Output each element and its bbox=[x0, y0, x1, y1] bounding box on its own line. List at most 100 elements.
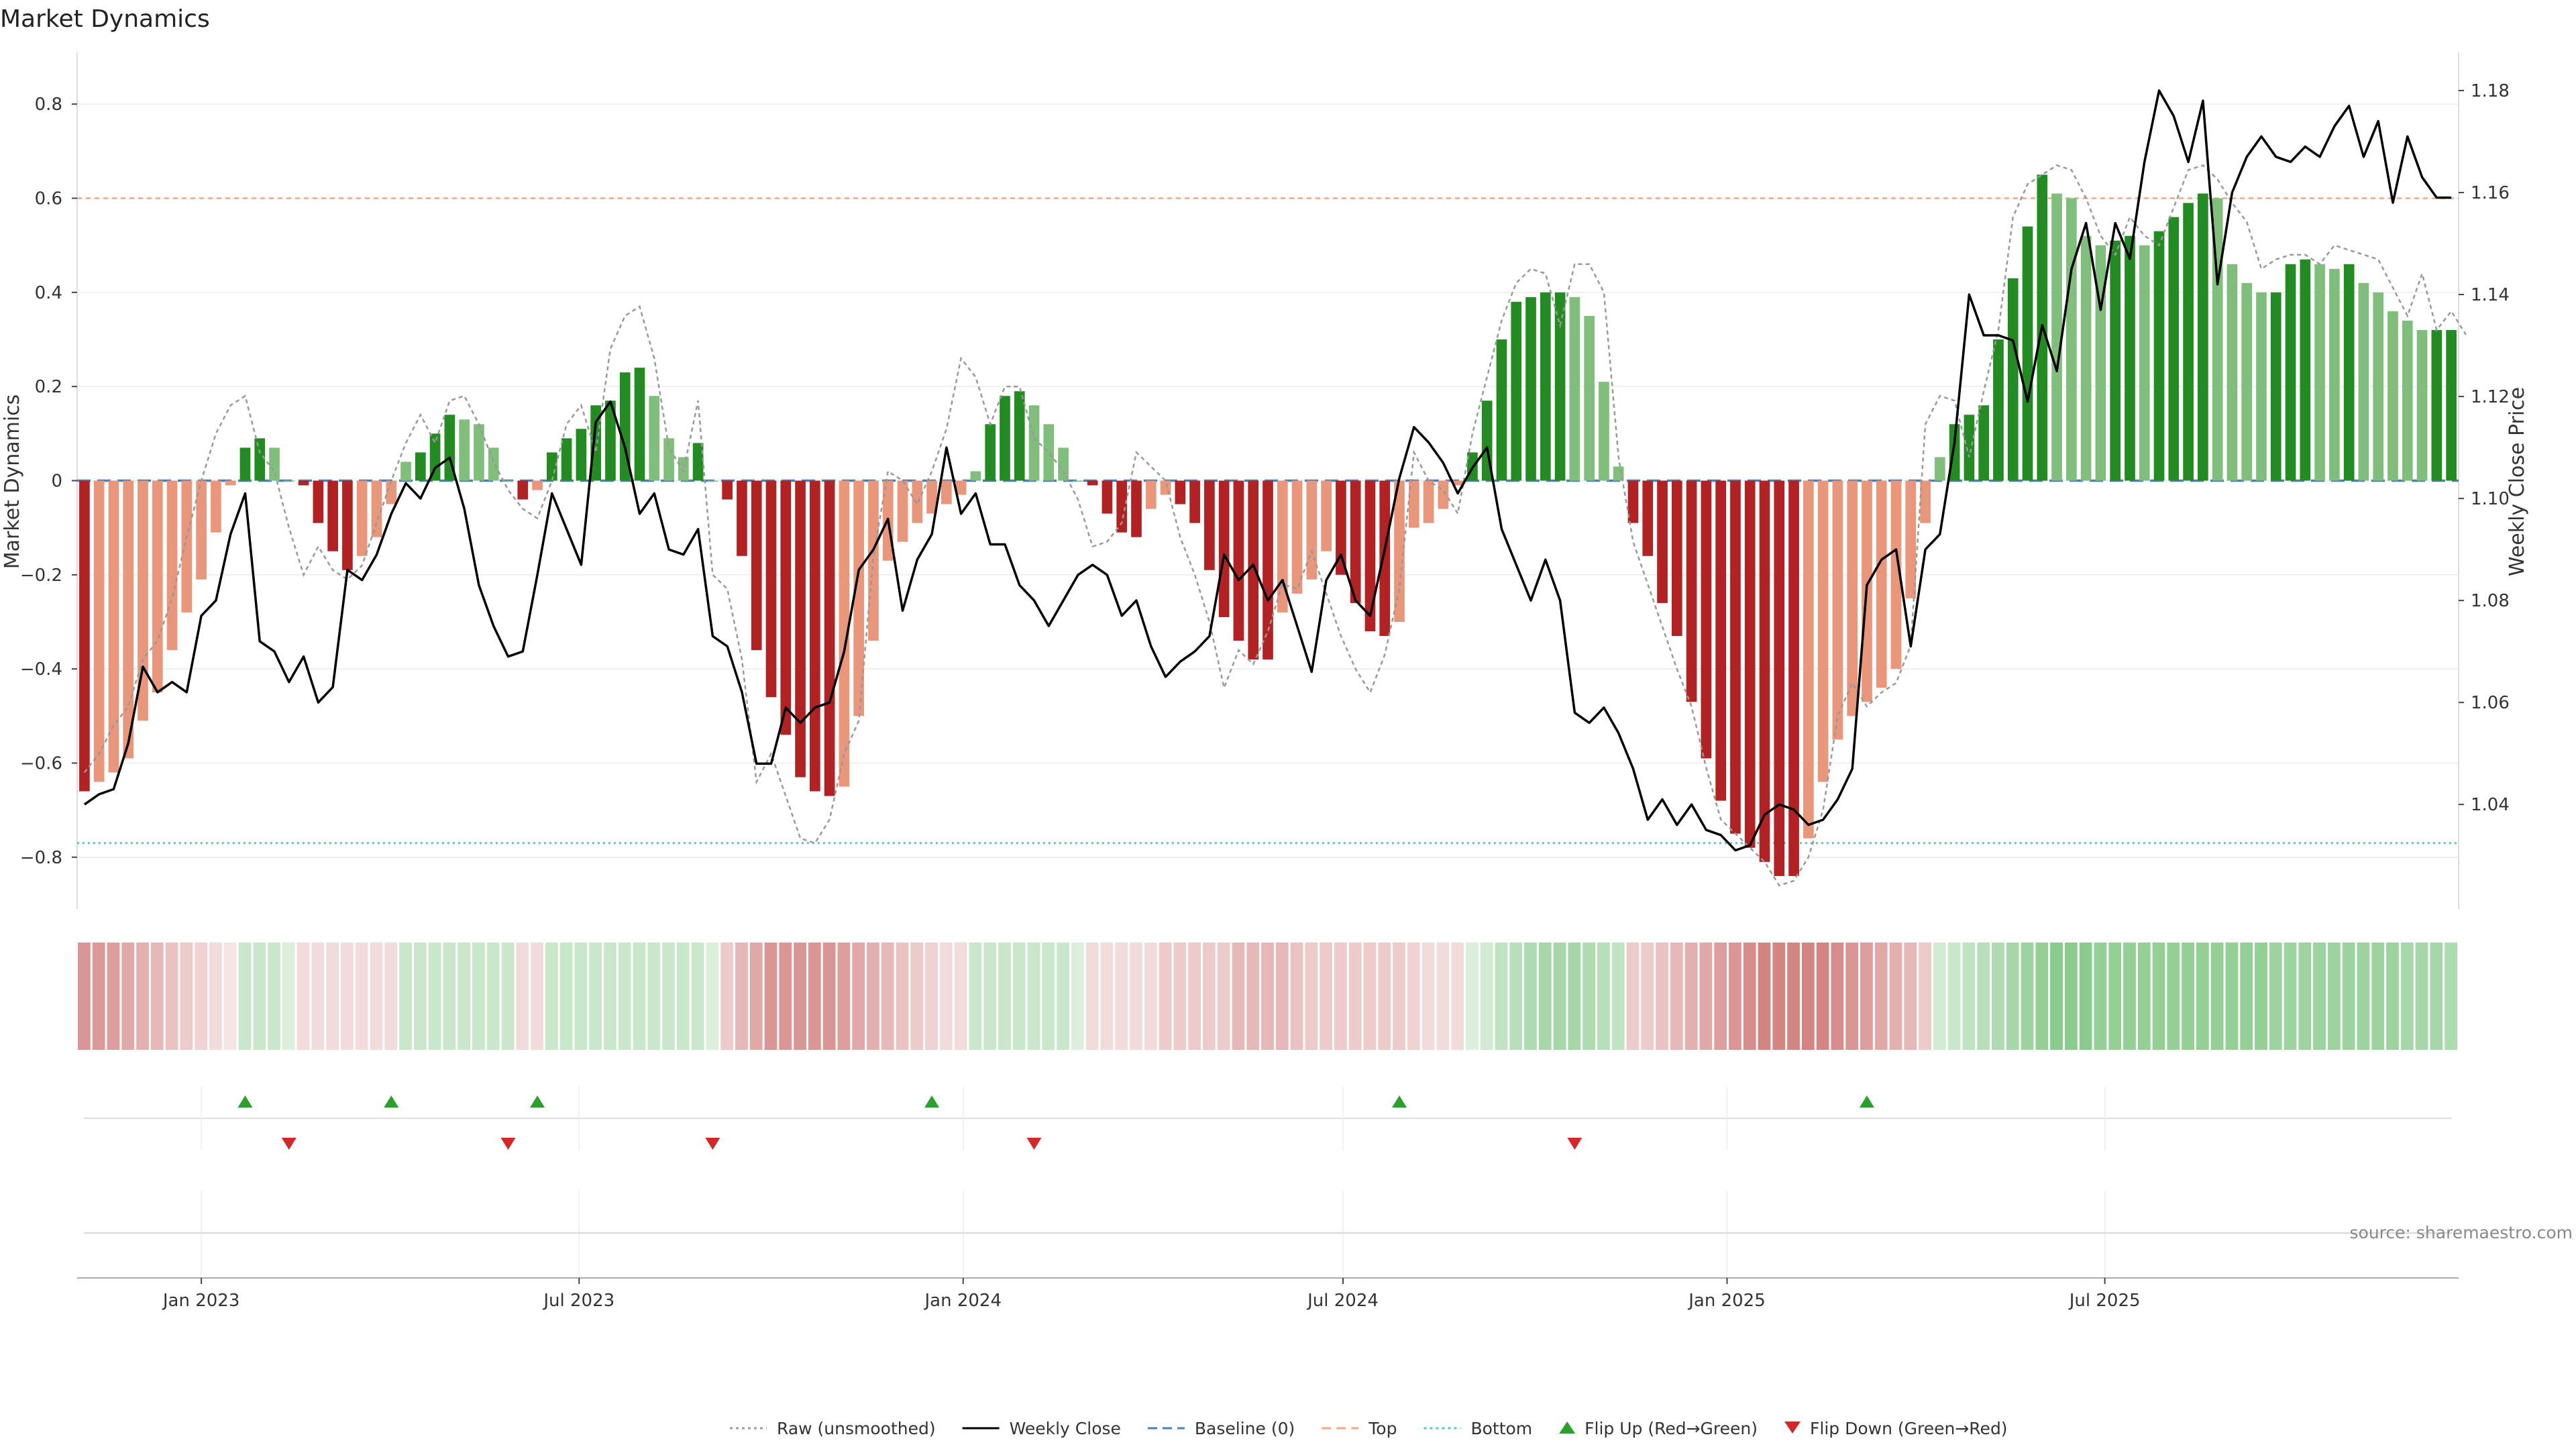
heat-cell-8 bbox=[195, 943, 208, 1050]
heat-cell-31 bbox=[531, 943, 543, 1050]
heat-cell-93 bbox=[1436, 943, 1450, 1050]
bar-109 bbox=[1671, 480, 1682, 637]
heat-cell-65 bbox=[1027, 943, 1040, 1050]
left-tick-label-5: −0.2 bbox=[20, 566, 62, 586]
heat-cell-67 bbox=[1057, 943, 1069, 1050]
heat-cell-69 bbox=[1085, 943, 1099, 1050]
heat-cell-140 bbox=[2123, 943, 2136, 1050]
heat-cell-6 bbox=[165, 943, 178, 1050]
bar-18 bbox=[342, 480, 353, 570]
bar-99 bbox=[1525, 297, 1536, 481]
bar-140 bbox=[2125, 235, 2135, 481]
heat-cell-18 bbox=[341, 943, 354, 1050]
left-tick-label-0: 0.8 bbox=[35, 95, 62, 115]
heat-cell-81 bbox=[1261, 943, 1274, 1050]
heat-cell-128 bbox=[1947, 943, 1961, 1050]
heat-cell-156 bbox=[2357, 943, 2370, 1050]
bar-155 bbox=[2343, 264, 2355, 481]
heat-cell-136 bbox=[2064, 943, 2078, 1050]
heat-cell-112 bbox=[1714, 943, 1727, 1050]
bar-56 bbox=[897, 480, 908, 542]
bar-12 bbox=[254, 438, 266, 481]
heat-cell-85 bbox=[1320, 943, 1333, 1050]
bar-30 bbox=[517, 480, 529, 500]
heat-cell-36 bbox=[604, 943, 616, 1050]
heat-cell-107 bbox=[1641, 943, 1654, 1050]
bar-43 bbox=[707, 480, 718, 482]
heat-cell-98 bbox=[1509, 943, 1523, 1050]
bar-127 bbox=[1935, 457, 1945, 481]
heat-cell-134 bbox=[2035, 943, 2049, 1050]
bar-107 bbox=[1642, 480, 1654, 556]
heat-cell-161 bbox=[2430, 943, 2443, 1050]
heat-cell-97 bbox=[1495, 943, 1508, 1050]
heat-cell-109 bbox=[1670, 943, 1683, 1050]
heat-cell-141 bbox=[2137, 943, 2151, 1050]
bar-139 bbox=[2110, 240, 2121, 481]
heat-cell-103 bbox=[1582, 943, 1596, 1050]
x-tick-label-4: Jan 2025 bbox=[1687, 1291, 1766, 1311]
heat-cell-66 bbox=[1042, 943, 1055, 1050]
left-tick-label-1: 0.6 bbox=[35, 189, 62, 209]
heat-cell-89 bbox=[1378, 943, 1391, 1050]
bar-162 bbox=[2446, 329, 2457, 481]
bar-0 bbox=[79, 480, 90, 792]
heat-cell-61 bbox=[969, 943, 982, 1050]
heat-cell-42 bbox=[691, 943, 704, 1050]
legend-item-top: Top bbox=[1322, 1419, 1397, 1438]
heat-cell-48 bbox=[779, 943, 792, 1050]
bar-77 bbox=[1204, 480, 1215, 570]
bar-19 bbox=[356, 480, 368, 556]
bar-145 bbox=[2198, 193, 2208, 481]
heat-cell-127 bbox=[1933, 943, 1946, 1050]
heat-cell-34 bbox=[574, 943, 588, 1050]
bar-81 bbox=[1263, 480, 1273, 660]
heat-cell-158 bbox=[2386, 943, 2399, 1050]
bar-3 bbox=[123, 480, 134, 759]
heat-cell-37 bbox=[618, 943, 631, 1050]
bar-97 bbox=[1496, 339, 1507, 481]
heat-cell-16 bbox=[311, 943, 325, 1050]
lower-panel bbox=[77, 1191, 2459, 1279]
heat-cell-135 bbox=[2050, 943, 2063, 1050]
bar-14 bbox=[283, 480, 294, 482]
bar-40 bbox=[663, 438, 674, 481]
heat-cell-104 bbox=[1597, 943, 1610, 1050]
bar-123 bbox=[1876, 480, 1887, 688]
heat-cell-131 bbox=[1992, 943, 2004, 1050]
bar-31 bbox=[532, 480, 543, 490]
heat-cell-76 bbox=[1188, 943, 1201, 1050]
bar-118 bbox=[1803, 480, 1814, 839]
legend-item-flip_up: Flip Up (Red→Green) bbox=[1559, 1419, 1758, 1438]
bar-141 bbox=[2139, 245, 2150, 481]
right-tick-label-4: 1.10 bbox=[2471, 489, 2510, 509]
bar-51 bbox=[824, 480, 835, 796]
heat-cell-3 bbox=[121, 943, 135, 1050]
bar-101 bbox=[1554, 292, 1566, 481]
bar-93 bbox=[1438, 480, 1449, 509]
bar-15 bbox=[298, 480, 309, 486]
heat-cell-4 bbox=[136, 943, 149, 1050]
bar-34 bbox=[576, 429, 587, 481]
heat-cell-40 bbox=[662, 943, 675, 1050]
bar-11 bbox=[239, 447, 251, 481]
heat-cell-38 bbox=[633, 943, 646, 1050]
momentum-bars bbox=[79, 174, 2457, 876]
bar-50 bbox=[810, 480, 820, 792]
heat-cell-110 bbox=[1684, 943, 1698, 1050]
bar-90 bbox=[1394, 480, 1405, 622]
bar-152 bbox=[2300, 259, 2311, 481]
bar-86 bbox=[1336, 480, 1346, 575]
heat-cell-13 bbox=[268, 943, 280, 1050]
bar-20 bbox=[371, 480, 382, 537]
heat-cell-11 bbox=[238, 943, 252, 1050]
bar-24 bbox=[429, 433, 441, 481]
bar-75 bbox=[1175, 480, 1186, 504]
bar-33 bbox=[561, 438, 572, 481]
flip-up-marker-3 bbox=[924, 1095, 940, 1108]
heat-cell-39 bbox=[647, 943, 661, 1050]
legend-label-flip_up: Flip Up (Red→Green) bbox=[1585, 1419, 1758, 1438]
heat-cell-101 bbox=[1553, 943, 1566, 1050]
bar-130 bbox=[1978, 405, 1990, 481]
heat-cell-132 bbox=[2006, 943, 2019, 1050]
